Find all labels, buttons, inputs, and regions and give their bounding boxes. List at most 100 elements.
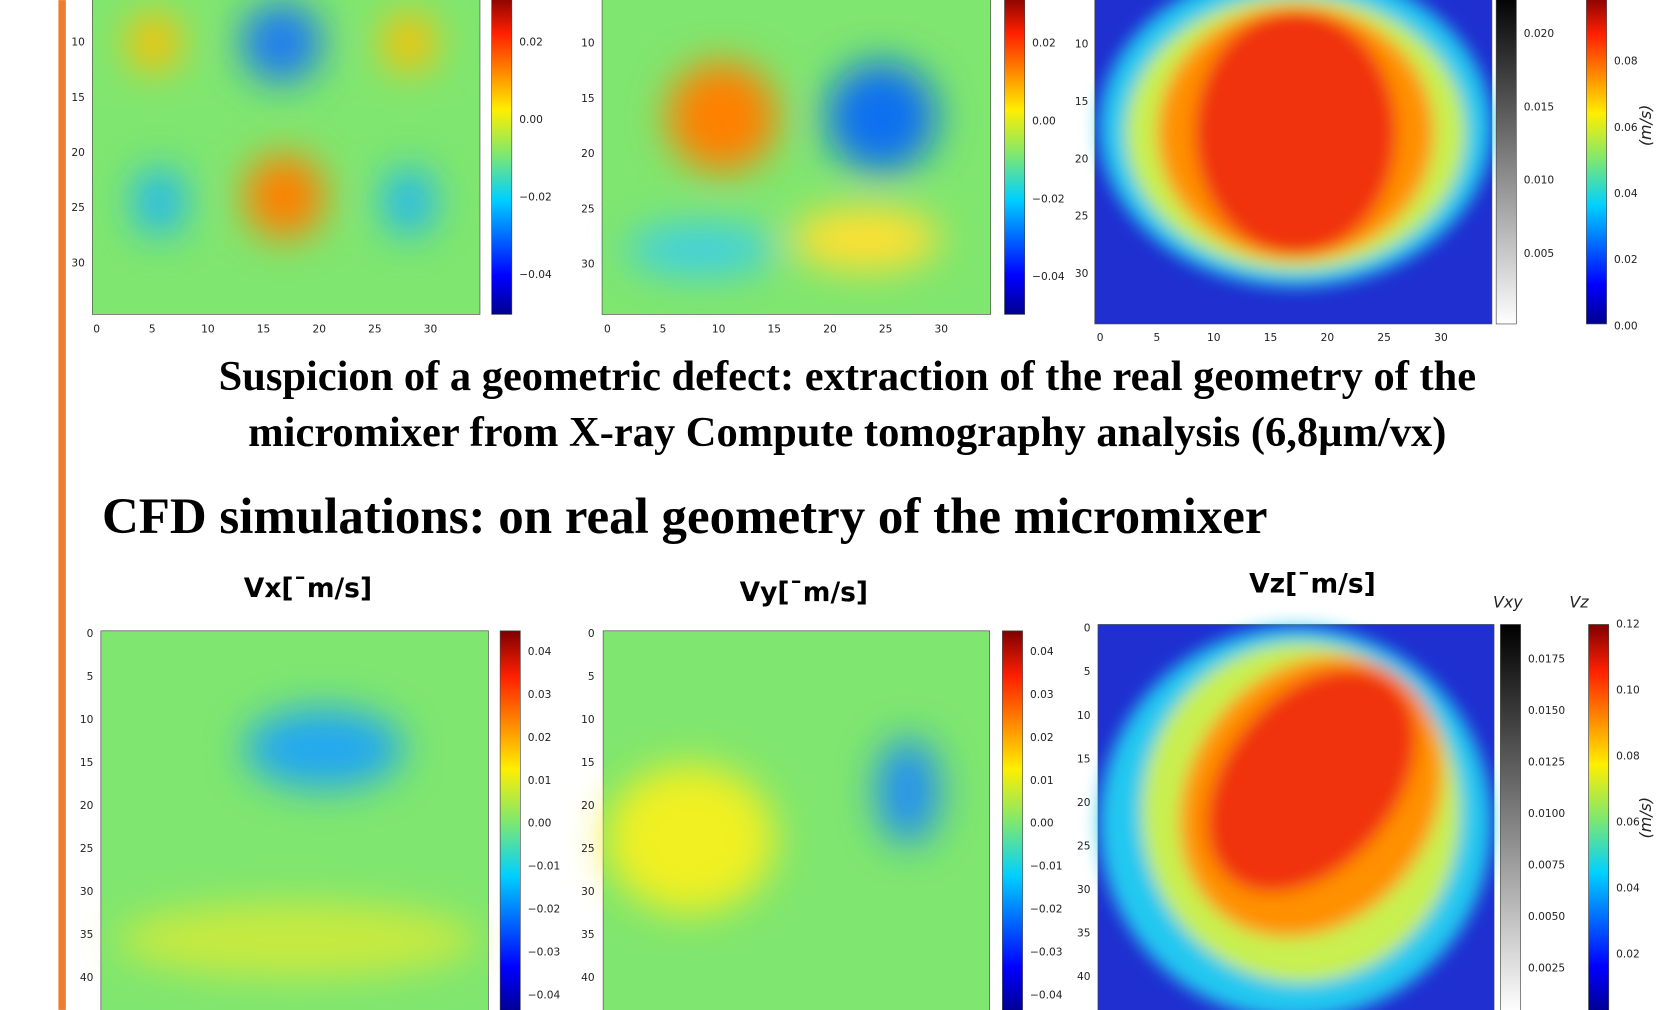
colorbar-tick-label: 0.12 (1616, 617, 1640, 630)
colorbar-tick-label: 0.08 (1614, 55, 1638, 68)
colorbar-tick-label: 0.01 (1030, 774, 1054, 787)
y-tick-label: 25 (80, 842, 94, 855)
x-tick-label: 25 (879, 322, 893, 335)
y-tick-label: 30 (1077, 883, 1091, 896)
y-tick-label: 30 (80, 885, 94, 898)
x-tick-label: 20 (823, 322, 837, 335)
y-tick-label: 15 (581, 92, 595, 105)
section-heading: CFD simulations: on real geometry of the… (102, 489, 1268, 545)
y-tick-label: 20 (581, 799, 595, 812)
colorbar-tick-label: 0.06 (1616, 816, 1640, 829)
colorbar-tick-label: −0.03 (1030, 945, 1063, 958)
colorbar-title: Vz (1569, 592, 1589, 611)
x-tick-label: 10 (201, 322, 215, 335)
y-tick-label: 5 (588, 670, 595, 683)
colorbar-tick-label: −0.03 (528, 945, 561, 958)
y-tick-label: 0 (1084, 622, 1091, 635)
x-tick-label: 5 (149, 322, 156, 335)
x-tick-label: 20 (1321, 331, 1335, 344)
colorbar-tick-label: 0.015 (1524, 100, 1554, 113)
colorbar-tick-label: 0.02 (528, 731, 552, 744)
colorbar (1002, 630, 1023, 1010)
colorbar-tick-label: 0.00 (1030, 817, 1054, 830)
colorbar-tick-label: 0.02 (1614, 253, 1638, 266)
colorbar-tick-label: 0.03 (528, 688, 552, 701)
colorbar (491, 0, 513, 315)
colorbar-tick-label: 0.04 (1030, 645, 1054, 658)
colorbar-tick-label: 0.00 (519, 113, 543, 126)
colorbar-tick-label: 0.0100 (1528, 807, 1565, 820)
panel-title: Vz[¯m/s] (1249, 569, 1376, 600)
y-tick-label: 40 (581, 971, 595, 984)
colorbar-tick-label: 0.0050 (1528, 910, 1565, 923)
y-tick-label: 40 (1077, 970, 1091, 983)
y-tick-label: 30 (71, 256, 85, 269)
unit-label: (m/s) (1636, 797, 1655, 839)
x-tick-label: 0 (604, 322, 611, 335)
y-tick-label: 10 (1075, 38, 1089, 51)
colorbar-tick-label: −0.04 (519, 268, 552, 281)
colorbar-tick-label: 0.01 (528, 774, 552, 787)
x-tick-label: 10 (1207, 331, 1221, 344)
y-tick-label: 15 (71, 91, 85, 104)
y-tick-label: 15 (581, 756, 595, 769)
y-tick-label: 5 (1084, 665, 1091, 678)
panel-title: Vx[¯m/s] (244, 573, 372, 604)
heatmap (92, 0, 481, 315)
colorbar-tick-label: 0.02 (1032, 37, 1056, 50)
colorbar (1586, 0, 1607, 325)
x-tick-label: 15 (768, 322, 782, 335)
y-tick-label: 35 (80, 928, 94, 941)
colorbar-tick-label: 0.0075 (1528, 859, 1565, 872)
heatmap (100, 630, 489, 1010)
x-tick-label: 0 (93, 322, 100, 335)
y-tick-label: 35 (1077, 926, 1091, 939)
y-tick-label: 20 (71, 146, 85, 159)
note-line: micromixer from X-ray Compute tomography… (248, 409, 1446, 456)
heatmap (602, 630, 990, 1010)
colorbar-tick-label: 0.0025 (1528, 962, 1565, 975)
accent-bar (58, 0, 66, 1010)
colorbar-title: Vxy (1493, 592, 1523, 611)
colorbar-tick-label: 0.02 (519, 36, 543, 49)
y-tick-label: 5 (87, 670, 94, 683)
colorbar-tick-label: 0.0150 (1528, 704, 1565, 717)
colorbar-tick-label: 0.010 (1524, 174, 1555, 187)
x-tick-label: 15 (1264, 331, 1278, 344)
colorbar-tick-label: 0.10 (1616, 684, 1640, 697)
colorbar-tick-label: 0.0175 (1528, 653, 1565, 666)
y-tick-label: 25 (1075, 210, 1089, 223)
x-tick-label: 30 (1434, 331, 1448, 344)
colorbar-tick-label: −0.04 (1032, 270, 1065, 283)
y-tick-label: 30 (581, 885, 595, 898)
y-tick-label: 20 (581, 147, 595, 160)
y-tick-label: 25 (581, 202, 595, 215)
x-tick-label: 0 (1097, 331, 1104, 344)
colorbar-tick-label: 0.08 (1616, 750, 1640, 763)
colorbar (1500, 624, 1521, 1010)
colorbar-tick-label: 0.03 (1030, 688, 1054, 701)
y-tick-label: 10 (71, 36, 85, 49)
x-tick-label: 25 (1377, 331, 1391, 344)
colorbar-tick-label: 0.02 (1616, 948, 1640, 961)
x-tick-label: 20 (312, 322, 326, 335)
colorbar-tick-label: −0.02 (1030, 902, 1063, 915)
colorbar-tick-label: 0.04 (1614, 187, 1638, 200)
y-tick-label: 20 (80, 799, 94, 812)
colorbar-tick-label: 0.005 (1524, 247, 1554, 260)
colorbar-tick-label: 0.06 (1614, 121, 1638, 134)
note-line: Suspicion of a geometric defect: extract… (219, 353, 1477, 400)
colorbar-tick-label: −0.02 (1032, 192, 1065, 205)
colorbar-tick-label: −0.01 (528, 860, 561, 873)
x-tick-label: 25 (368, 322, 382, 335)
colorbar (1495, 0, 1517, 325)
y-tick-label: 10 (1077, 709, 1091, 722)
x-tick-label: 30 (934, 322, 948, 335)
colorbar (499, 630, 521, 1010)
heatmap (1097, 624, 1495, 1010)
colorbar-tick-label: −0.04 (1030, 988, 1063, 1001)
y-tick-label: 10 (581, 37, 595, 50)
colorbar-tick-label: 0.020 (1524, 27, 1555, 40)
colorbar-tick-label: 0.00 (1614, 319, 1638, 332)
